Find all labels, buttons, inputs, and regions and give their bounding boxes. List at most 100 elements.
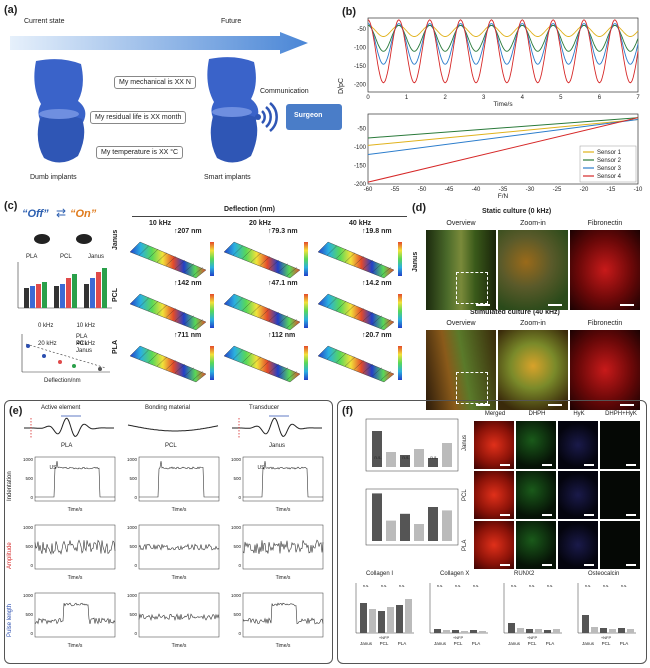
bottom-y-tick: -200 xyxy=(354,182,367,188)
col-header-zoom-in: Zoom-in xyxy=(498,320,568,327)
displacement-plot: 0 500 1000 Time/s xyxy=(125,589,225,651)
stain-image xyxy=(474,421,514,469)
f-top-bar-1 xyxy=(386,452,396,467)
displacement-plot-grid: Active element PLA 0 500 1000 US Time/s Indenta… xyxy=(5,401,332,663)
bottom-x-tick: -40 xyxy=(472,187,481,193)
gene-bar xyxy=(405,599,412,633)
bottom-x-tick: -55 xyxy=(391,187,400,193)
top-y-tick: -100 xyxy=(354,46,367,52)
legend-scatter-janus: Janus xyxy=(76,348,92,354)
y-tick: 1000 xyxy=(127,457,138,462)
scatter-point-3 xyxy=(72,364,76,368)
y-tick: 1000 xyxy=(127,525,138,530)
gene-bar xyxy=(369,609,376,633)
y-tick: 0 xyxy=(30,495,33,500)
gene-expression-charts: Collagen In.s. n.s. n.s. Janus PCL PLA +NFP Col… xyxy=(344,571,644,661)
ns-label: n.s. xyxy=(381,583,387,588)
top-x-tick: 1 xyxy=(405,95,409,101)
panel-label-c: (c) xyxy=(4,200,17,212)
gene-bar xyxy=(553,629,560,633)
y-tick: 500 xyxy=(129,612,137,617)
ns-label: n.s. xyxy=(603,583,609,588)
bubble-mechanical: My mechanical is XX N xyxy=(114,76,196,89)
gene-group-label: PCL xyxy=(602,641,611,646)
proliferation-scatter xyxy=(14,332,114,378)
gene-group-label: PLA xyxy=(620,641,629,646)
e-schematic xyxy=(125,413,221,443)
colorbar xyxy=(304,242,308,276)
col-header-overview: Overview xyxy=(426,320,496,327)
displacement-plot: 0 500 1000 Time/s xyxy=(21,521,121,583)
y-tick: 0 xyxy=(134,563,137,568)
deflection-value: ↑79.3 nm xyxy=(268,228,298,235)
stain-image xyxy=(474,471,514,519)
scale-bar xyxy=(626,514,636,516)
col-header-zoom-in: Zoom-in xyxy=(498,220,568,227)
beam-shape xyxy=(318,242,394,278)
y-tick: 500 xyxy=(233,476,241,481)
stain-image xyxy=(516,421,556,469)
beam-shape xyxy=(224,294,300,330)
colorbar xyxy=(398,242,402,276)
scale-bar xyxy=(500,514,510,516)
plot-frame xyxy=(35,593,115,637)
gene-bar xyxy=(582,615,589,633)
stain-header: DHPH xyxy=(516,411,558,417)
bottom-x-label: F/N xyxy=(498,193,509,199)
simulation-beam-janus-1 xyxy=(220,232,316,282)
scale-bar xyxy=(500,564,510,566)
panel-a: (a) Current state Future Dumb implants S… xyxy=(4,4,324,199)
scatter-xlabel: Deflection/nm xyxy=(44,378,81,384)
top-x-label: Time/s xyxy=(493,101,513,108)
gene-title: RUNX2 xyxy=(514,571,534,577)
gene-group-label: PCL xyxy=(528,641,537,646)
bubble-residual-life: My residual life is XX month xyxy=(90,111,186,124)
ns-label: n.s. xyxy=(430,455,437,460)
stain-row-label: Janus xyxy=(462,435,468,451)
panel-label-a: (a) xyxy=(4,4,17,16)
gene-bar xyxy=(470,630,477,633)
sim-row-label-pcl: PCL xyxy=(112,288,119,302)
bar-2-1 xyxy=(90,278,95,308)
y-tick: 500 xyxy=(233,544,241,549)
nfp-label: +NFP xyxy=(527,635,538,640)
top-y-tick: -200 xyxy=(354,83,367,89)
scale-bar xyxy=(476,304,490,306)
ns-label: n.s. xyxy=(547,583,553,588)
y-tick: 500 xyxy=(25,612,33,617)
displacement-plot: 0 500 1000 Time/s xyxy=(21,589,121,651)
f-mid-bar-0 xyxy=(372,493,382,541)
bar-2-2 xyxy=(96,272,101,308)
fluorescence-image xyxy=(498,230,568,310)
y-tick: 1000 xyxy=(231,457,242,462)
displacement-plot: 0 500 1000 Time/s xyxy=(125,453,225,515)
stain-header: HyK xyxy=(558,411,600,417)
top-x-tick: 2 xyxy=(443,95,447,101)
deflection-title: Deflection (nm) xyxy=(224,206,275,213)
top-y-tick: -150 xyxy=(354,64,367,70)
panel-c: (c) “Off” ⇄ “On” PLA PCL Janus 0 kHz 10 … xyxy=(4,200,409,385)
beam-shape xyxy=(130,294,206,330)
on-label: “On” xyxy=(70,208,96,220)
sim-row-label-pla: PLA xyxy=(112,340,119,354)
deflection-value: ↑711 nm xyxy=(174,332,201,339)
scatter-point-4 xyxy=(98,367,102,371)
bar-1-3 xyxy=(72,274,77,308)
deflection-value: ↑47.1 nm xyxy=(268,280,298,287)
scale-bar xyxy=(584,514,594,516)
sim-row-label-janus: Janus xyxy=(112,230,119,250)
device-on xyxy=(76,234,92,244)
deflection-value: ↑19.8 nm xyxy=(362,228,392,235)
legend-label-3: Sensor 3 xyxy=(597,166,622,172)
f-mid-bar-3 xyxy=(414,524,424,541)
stain-image xyxy=(600,521,640,569)
nfp-label: +NFP xyxy=(379,635,390,640)
gene-group-label: Janus xyxy=(434,641,447,646)
us-marker: US xyxy=(50,465,58,471)
col-header-overview: Overview xyxy=(426,220,496,227)
swap-icon: ⇄ xyxy=(56,206,66,220)
deflection-value: ↑207 nm xyxy=(174,228,202,235)
bar-0-1 xyxy=(30,286,35,308)
plot-frame xyxy=(243,457,323,501)
bottom-x-tick: -30 xyxy=(526,187,535,193)
